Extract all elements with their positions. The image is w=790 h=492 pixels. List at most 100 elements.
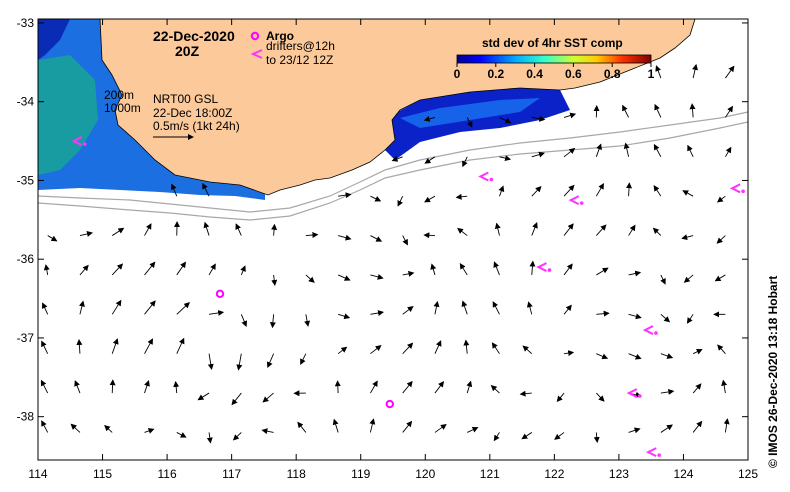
current-vector [652, 227, 662, 236]
current-vector [397, 195, 404, 207]
current-vector [461, 300, 468, 315]
drifter-track [568, 195, 580, 206]
current-vector [531, 222, 538, 236]
colorbar-tick-label: 0.4 [526, 67, 543, 81]
current-vector [305, 232, 319, 239]
current-vector [491, 342, 500, 354]
current-vector [595, 224, 607, 236]
y-tick-label: -33 [17, 16, 35, 30]
current-vector [623, 142, 630, 157]
drifter-track [729, 183, 741, 194]
current-vector [370, 195, 382, 202]
current-vector [76, 338, 83, 354]
current-vector [721, 379, 728, 394]
current-vector [492, 301, 500, 315]
current-vector [402, 342, 414, 354]
colorbar-tick-label: 0.2 [487, 67, 504, 81]
x-tick-label: 116 [158, 467, 177, 481]
current-vector [716, 235, 726, 244]
current-vector [434, 381, 445, 394]
current-vector [370, 380, 378, 394]
current-vector [466, 380, 473, 394]
current-vector [687, 144, 694, 158]
argo-float [385, 399, 394, 409]
sst-patch-west [38, 19, 265, 200]
current-vector [41, 340, 49, 354]
current-vector [595, 143, 602, 157]
drifter-track [536, 262, 547, 272]
x-tick-label: 120 [415, 467, 435, 481]
current-vector [628, 313, 642, 320]
current-vector [144, 261, 156, 276]
current-vector [369, 418, 376, 433]
current-vector [626, 182, 633, 197]
drifter-track [642, 325, 654, 335]
current-vector [176, 302, 190, 315]
x-tick-label: 118 [287, 467, 306, 481]
colorbar-tick-label: 1 [648, 67, 655, 81]
current-vector [111, 227, 125, 236]
sst-patch-south-light [400, 98, 540, 128]
current-vector [79, 231, 93, 237]
current-vector [402, 270, 415, 277]
current-vector [261, 428, 274, 435]
current-vector [714, 274, 726, 282]
current-vector [266, 353, 275, 369]
colorbar-ticks: 0 0.2 0.4 0.6 0.8 1 [454, 63, 655, 81]
current-vector [593, 432, 600, 444]
current-vector [40, 379, 49, 394]
map-time: 20Z [175, 43, 200, 59]
current-vector [370, 345, 382, 355]
current-vector [563, 147, 576, 158]
current-vector [655, 65, 662, 79]
sst-patch-west-inner [38, 55, 98, 175]
drifter-legend-line1: drifters@12h [266, 39, 335, 53]
current-vector [499, 155, 512, 162]
x-tick-label: 119 [351, 467, 370, 481]
product-time-label: 22-Dec 18:00Z [153, 106, 232, 120]
current-vector [402, 306, 414, 315]
scale-label: 0.5m/s (1kt 24h) [153, 119, 240, 133]
current-vector [554, 432, 565, 440]
current-vector [723, 418, 730, 433]
bathymetry-200m [38, 111, 748, 213]
x-tick-label: 123 [609, 467, 629, 481]
current-vector [173, 380, 180, 394]
current-vector [494, 222, 501, 236]
current-vector [628, 224, 636, 236]
current-vector [689, 103, 696, 118]
argo-legend-icon [250, 31, 260, 41]
argo-float [215, 289, 225, 299]
current-vector [41, 420, 49, 433]
current-vector [725, 146, 732, 158]
current-vector [206, 432, 213, 444]
current-vector [402, 380, 413, 394]
current-vector [717, 344, 726, 354]
drifter-track [478, 171, 489, 182]
current-vector [104, 424, 113, 433]
current-vector [531, 115, 546, 122]
current-vector [430, 263, 437, 276]
current-vector [563, 184, 575, 197]
drifter-legend-line2: to 23/12 12Z [266, 53, 333, 67]
drifter-track [645, 447, 657, 458]
current-vector [531, 151, 545, 158]
current-vector [628, 427, 641, 434]
current-vector [370, 273, 384, 280]
drifter-position [489, 177, 494, 182]
current-vector [434, 423, 447, 433]
current-vector [269, 314, 276, 329]
current-vector [499, 117, 512, 124]
current-vector [424, 156, 436, 164]
current-vector [41, 302, 49, 315]
current-vector [563, 304, 572, 315]
current-vector [660, 274, 666, 285]
credit-text: © IMOS 26-Dec-2020 13:18 Hobart [766, 275, 780, 468]
current-vector [692, 383, 702, 394]
y-tick-label: -36 [17, 252, 35, 266]
current-vector [176, 337, 185, 354]
plot-frame [37, 18, 749, 461]
map-axes: 114 115 116 117 118 119 120 121 122 123 124 125 -33 -… [17, 16, 759, 481]
current-vector [144, 428, 155, 434]
